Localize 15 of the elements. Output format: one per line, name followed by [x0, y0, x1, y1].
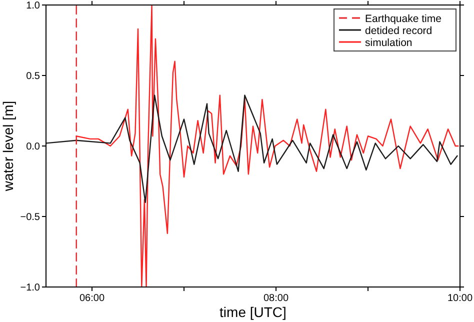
y-tick-label: 0.5 [26, 71, 40, 82]
x-tick-label: 08:00 [263, 293, 289, 304]
line-series [46, 94, 458, 203]
y-tick-label: 0.0 [26, 142, 40, 152]
x-tick-label: 10:00 [447, 293, 473, 304]
legend-label: Earthquake time [365, 13, 442, 25]
line-series [76, 5, 459, 287]
y-tick-label: −0.5 [20, 212, 40, 223]
y-axis-title: water level [m] [0, 100, 16, 192]
legend-label: simulation [365, 37, 412, 49]
y-tick-label: 1.0 [26, 0, 40, 12]
legend-label: detided record [365, 25, 432, 37]
x-axis-title: time [UTC] [220, 304, 286, 320]
y-tick-label: −1.0 [20, 282, 40, 294]
x-tick-label: 06:00 [79, 293, 105, 304]
